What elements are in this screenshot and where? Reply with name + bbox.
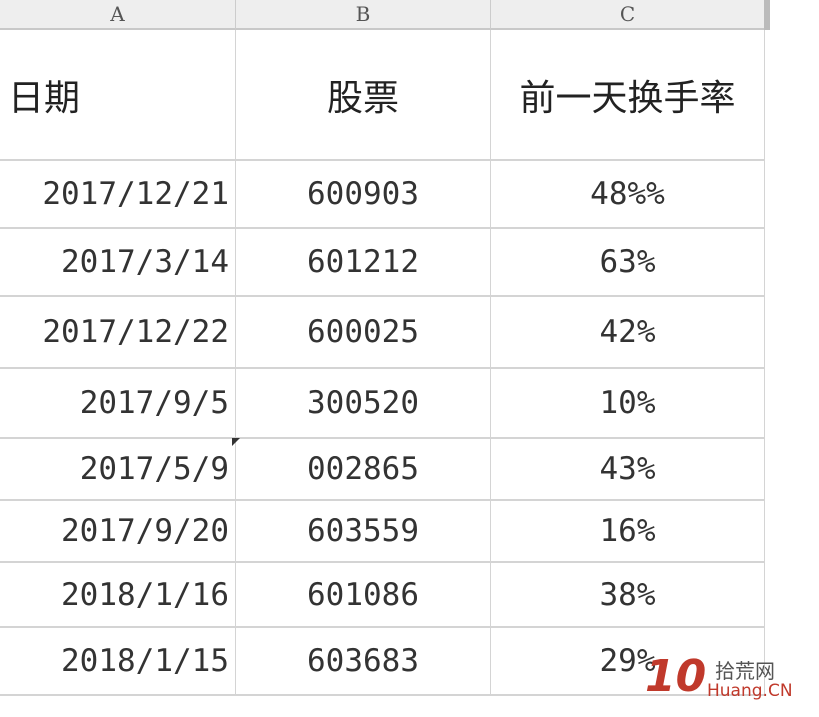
cell-turnover[interactable]: 29% [491,628,765,696]
error-indicator-icon [232,438,240,446]
cell-turnover[interactable]: 10% [491,369,765,439]
column-header-a[interactable]: A [0,0,236,30]
cell-date[interactable]: 2017/12/22 [0,297,236,369]
header-cell-turnover[interactable]: 前一天换手率 [491,30,765,161]
cell-date[interactable]: 2018/1/15 [0,628,236,696]
cell-turnover[interactable]: 38% [491,563,765,628]
scrollbar[interactable] [764,0,770,30]
cell-turnover[interactable]: 42% [491,297,765,369]
cell-stock[interactable]: 600025 [236,297,491,369]
cell-turnover[interactable]: 48%% [491,161,765,229]
cell-date[interactable]: 2017/3/14 [0,229,236,297]
cell-turnover[interactable]: 63% [491,229,765,297]
watermark-logo: 10 拾荒网 Huang.CN [645,651,793,702]
cell-date[interactable]: 2017/9/5 [0,369,236,439]
cell-turnover[interactable]: 43% [491,439,765,501]
cell-turnover[interactable]: 16% [491,501,765,563]
column-header-c[interactable]: C [491,0,765,30]
cell-stock[interactable]: 002865 [236,439,491,501]
cell-date[interactable]: 2017/5/9 [0,439,236,501]
header-cell-date[interactable]: 日期 [0,30,236,161]
cell-stock[interactable]: 600903 [236,161,491,229]
cell-stock[interactable]: 601086 [236,563,491,628]
cell-stock[interactable]: 603683 [236,628,491,696]
cell-date[interactable]: 2018/1/16 [0,563,236,628]
cell-date[interactable]: 2017/9/20 [0,501,236,563]
cell-stock[interactable]: 300520 [236,369,491,439]
header-cell-stock[interactable]: 股票 [236,30,491,161]
column-header-b[interactable]: B [236,0,491,30]
cell-stock[interactable]: 603559 [236,501,491,563]
cell-stock[interactable]: 601212 [236,229,491,297]
cell-date[interactable]: 2017/12/21 [0,161,236,229]
